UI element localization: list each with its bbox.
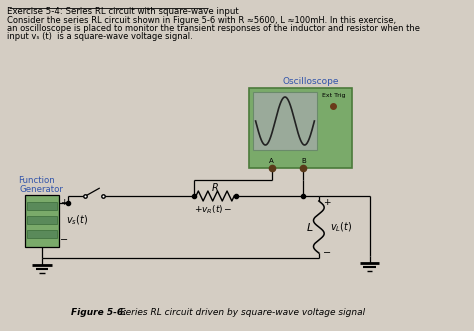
Text: $+ v_R(t)-$: $+ v_R(t)-$ <box>194 204 233 216</box>
Text: Figure 5-6:: Figure 5-6: <box>71 308 127 317</box>
Bar <box>27 216 57 224</box>
Text: 1: 1 <box>27 203 31 208</box>
Text: R: R <box>212 183 219 193</box>
Text: an oscilloscope is placed to monitor the transient responses of the inductor and: an oscilloscope is placed to monitor the… <box>7 24 420 33</box>
Text: $L$: $L$ <box>306 221 314 233</box>
Bar <box>253 92 317 150</box>
Text: Function: Function <box>18 176 55 185</box>
Bar <box>249 88 352 168</box>
Text: $v_L(t)$: $v_L(t)$ <box>330 220 353 234</box>
Text: Ext Trig: Ext Trig <box>321 93 345 98</box>
Text: −: − <box>323 248 331 258</box>
Text: input vₛ (t)  is a square-wave voltage signal.: input vₛ (t) is a square-wave voltage si… <box>7 32 193 41</box>
Text: Generator: Generator <box>19 185 64 194</box>
Text: +: + <box>60 198 67 207</box>
Text: $v_s(t)$: $v_s(t)$ <box>66 213 88 227</box>
Text: −: − <box>60 235 68 245</box>
Text: Oscilloscope: Oscilloscope <box>283 77 339 86</box>
Text: Exercise 5-4: Series RL circuit with square-wave input: Exercise 5-4: Series RL circuit with squ… <box>7 7 239 16</box>
Text: A: A <box>269 158 273 164</box>
Text: 2: 2 <box>27 217 32 222</box>
Text: +: + <box>323 198 331 207</box>
Text: B: B <box>301 158 306 164</box>
Text: 3: 3 <box>27 231 32 236</box>
Bar <box>27 202 57 210</box>
Bar <box>27 230 57 238</box>
Text: Consider the series RL circuit shown in Figure 5-6 with R ≈5600, L ≈100mH. In th: Consider the series RL circuit shown in … <box>7 16 396 25</box>
Bar <box>25 195 59 247</box>
Text: Series RL circuit driven by square-wave voltage signal: Series RL circuit driven by square-wave … <box>117 308 365 317</box>
